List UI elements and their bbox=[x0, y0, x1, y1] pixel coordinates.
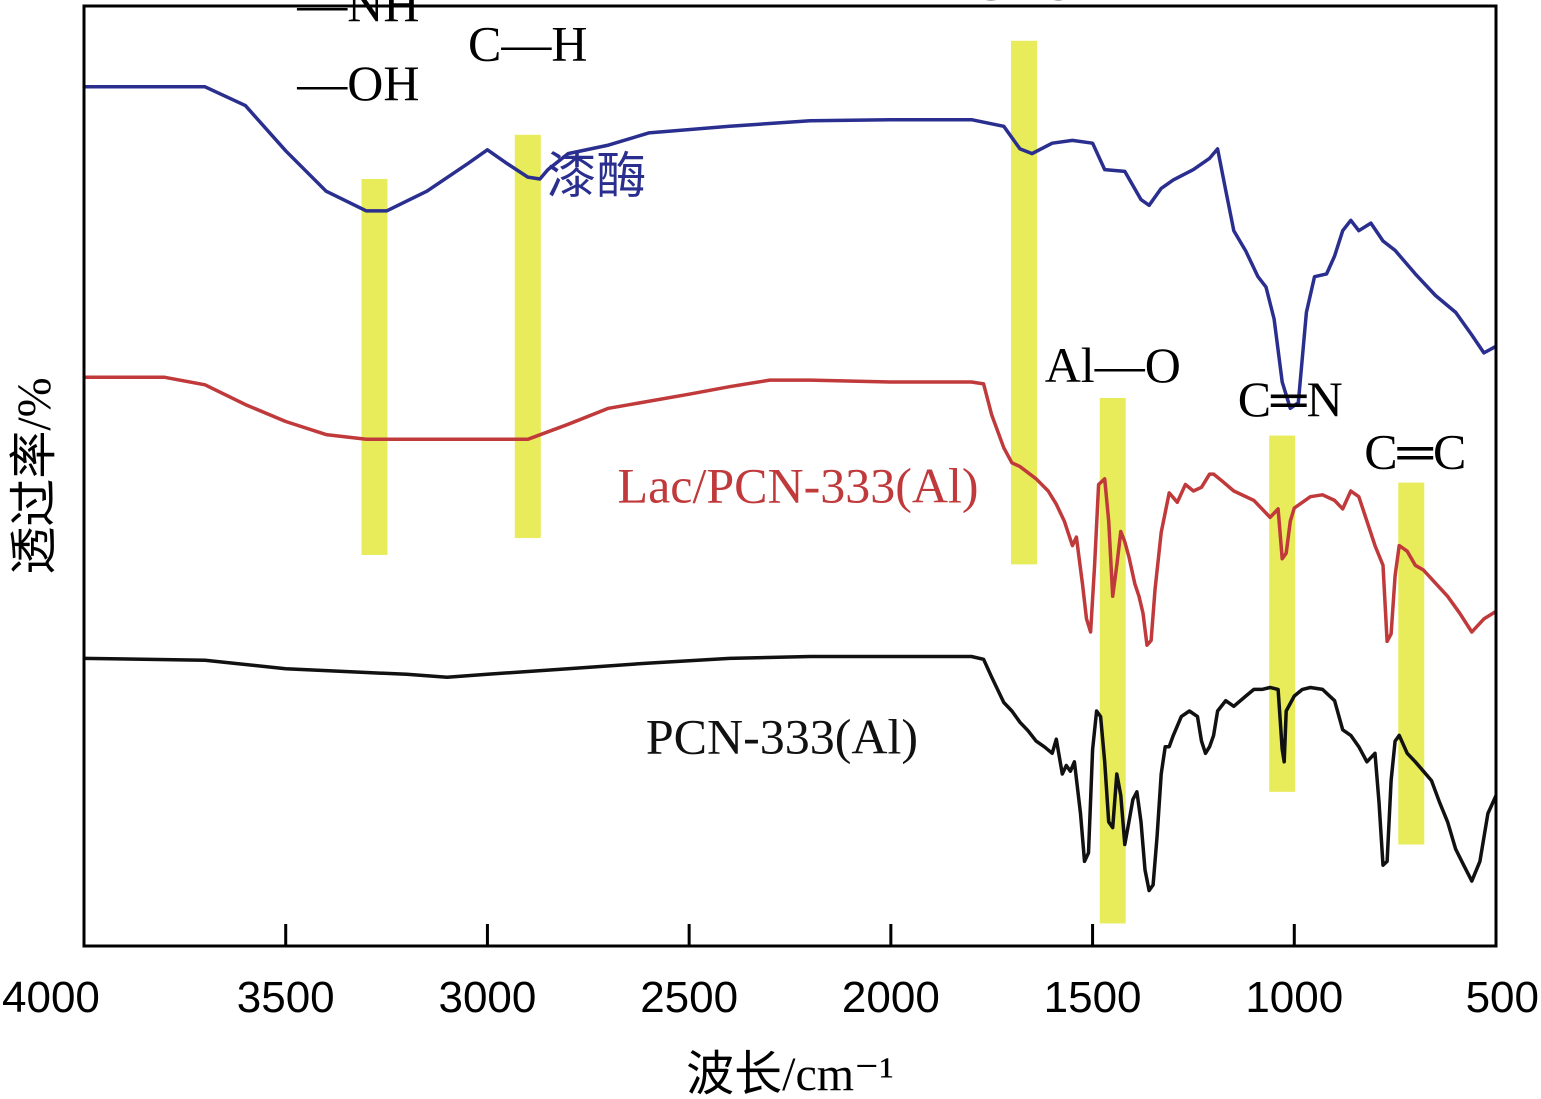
highlight-band bbox=[361, 178, 388, 555]
x-axis-label: 波长/cm⁻¹ bbox=[686, 1048, 894, 1099]
highlight-band bbox=[1398, 482, 1425, 845]
x-tick-label: 3000 bbox=[438, 973, 536, 1022]
peak-annotation: C═O bbox=[972, 0, 1077, 10]
series-label: Lac/PCN-333(Al) bbox=[618, 457, 979, 513]
series-label: 漆酶 bbox=[546, 148, 646, 204]
series-lines bbox=[83, 85, 1498, 893]
peak-annotation: C═N bbox=[1238, 371, 1343, 427]
plot-border bbox=[82, 4, 1498, 948]
x-ticks: 4000 3500 3000 2500 2000 1500 1000 500 bbox=[2, 924, 1539, 1022]
x-tick-label: 2000 bbox=[842, 973, 940, 1022]
peak-annotation: —OH bbox=[296, 55, 419, 111]
series-label: PCN-333(Al) bbox=[646, 708, 918, 764]
x-tick-label: 1000 bbox=[1245, 973, 1343, 1022]
plot-frame bbox=[82, 4, 1498, 948]
x-tick-label: 2500 bbox=[640, 973, 738, 1022]
highlight-band bbox=[514, 134, 541, 539]
peak-annotations: —NH —OH C—H C═O Al—O C═N C═C bbox=[296, 0, 1466, 479]
x-tick-label: 3500 bbox=[237, 973, 335, 1022]
peak-annotation: C═C bbox=[1364, 423, 1466, 479]
peak-annotation: —NH bbox=[296, 0, 419, 32]
peak-annotation: C—H bbox=[468, 16, 587, 72]
series-line bbox=[83, 654, 1498, 893]
highlight-band bbox=[1099, 397, 1126, 924]
highlight-band bbox=[1010, 40, 1037, 565]
series-line bbox=[84, 375, 1497, 647]
x-tick-label: 500 bbox=[1466, 973, 1539, 1022]
x-tick-label: 4000 bbox=[2, 973, 100, 1022]
series-line bbox=[84, 85, 1497, 411]
x-tick-label: 1500 bbox=[1044, 973, 1142, 1022]
series-labels: 漆酶 Lac/PCN-333(Al) PCN-333(Al) bbox=[546, 148, 978, 764]
y-axis-label: 透过率/% bbox=[8, 377, 61, 574]
peak-annotation: Al—O bbox=[1045, 337, 1181, 393]
